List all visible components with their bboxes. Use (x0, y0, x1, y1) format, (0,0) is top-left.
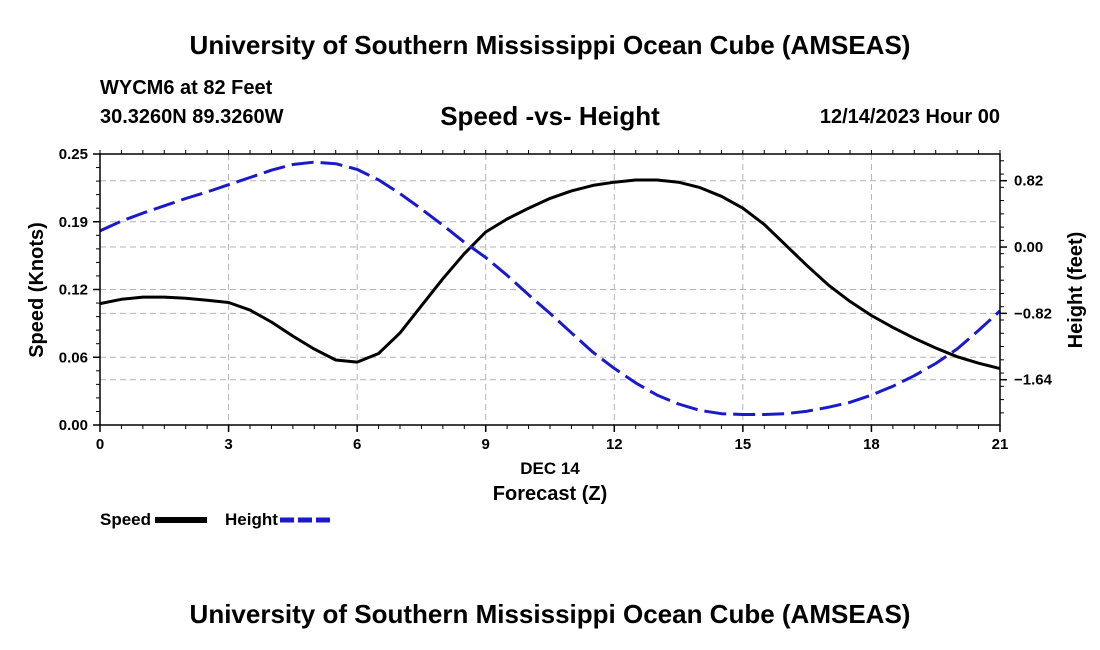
x-tick-label: 6 (353, 436, 361, 453)
height-series-line (99, 160, 1002, 416)
y-right-tick-label: −1.64 (1014, 372, 1053, 389)
legend-height-swatch (279, 517, 332, 523)
location-label: 30.3260N 89.3260W (100, 106, 284, 128)
y-left-tick-label: 0.06 (59, 349, 88, 366)
x-tick-label: 18 (863, 436, 880, 453)
footer-title: University of Southern Mississippi Ocean… (189, 599, 911, 629)
chart-title: Speed -vs- Height (440, 101, 660, 131)
y-right-tick-label: −0.82 (1014, 305, 1052, 322)
y-right-tick-label: 0.00 (1014, 239, 1043, 256)
main-title: University of Southern Mississippi Ocean… (189, 30, 911, 60)
grid (100, 154, 1000, 425)
station-label: WYCM6 at 82 Feet (100, 77, 273, 99)
y-right-tick-label: 0.82 (1014, 173, 1043, 190)
x-tick-label: 15 (735, 436, 752, 453)
legend-speed-label: Speed (100, 510, 152, 529)
legend: Speed Height (100, 509, 332, 531)
speed-series-line (99, 178, 1001, 371)
legend-height-label: Height (225, 510, 278, 529)
x-tick-label: 12 (606, 436, 623, 453)
y-left-axis-title: Speed (Knots) (26, 222, 48, 358)
series-lines (99, 160, 1002, 416)
legend-speed-swatch (155, 517, 208, 523)
y-left-tick-label: 0.25 (59, 146, 88, 163)
x-axis-title: Forecast (Z) (493, 483, 607, 505)
axis-ticks (93, 150, 1007, 432)
x-axis-date: DEC 14 (520, 459, 580, 478)
plot-frame (99, 153, 1001, 426)
x-tick-label: 9 (482, 436, 490, 453)
datetime-label: 12/14/2023 Hour 00 (819, 106, 1000, 128)
y-left-tick-label: 0.12 (59, 282, 88, 299)
x-tick-label: 21 (992, 436, 1009, 453)
y-left-tick-label: 0.19 (59, 214, 88, 231)
x-tick-label: 0 (96, 436, 104, 453)
y-right-axis-title: Height (feet) (1065, 232, 1087, 349)
axis-labels: 0 3 6 9 12 15 18 21 0.00 0.06 0.12 0.19 0.25 0.82 0.00… (59, 146, 1053, 453)
y-left-tick-label: 0.00 (59, 417, 88, 434)
x-tick-label: 3 (224, 436, 232, 453)
